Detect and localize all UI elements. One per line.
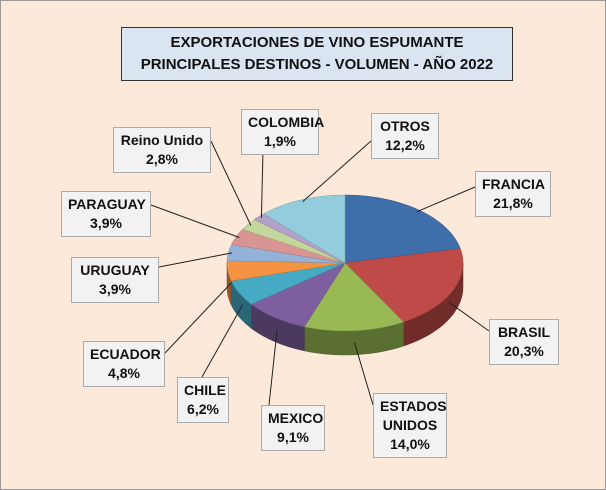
- data-label: CHILE 6,2%: [177, 377, 229, 423]
- leader-line: [354, 342, 374, 406]
- data-label: URUGUAY 3,9%: [71, 257, 159, 303]
- slice: [344, 194, 461, 264]
- data-label: COLOMBIA 1,9%: [241, 109, 325, 155]
- data-label: OTROS 12,2%: [371, 113, 439, 159]
- label-value: 1,9%: [264, 133, 296, 149]
- data-label: PARAGUAY 3,9%: [61, 191, 151, 237]
- label-name: FRANCIA: [482, 176, 545, 192]
- leader-line: [268, 329, 278, 406]
- label-name: ECUADOR: [90, 346, 161, 362]
- data-label: BRASIL 20,3%: [489, 319, 559, 365]
- chart-title: EXPORTACIONES DE VINO ESPUMANTE: [170, 34, 464, 51]
- label-value: 4,8%: [108, 365, 140, 381]
- data-label: ECUADOR 4,8%: [83, 341, 165, 387]
- label-name: Reino Unido: [120, 132, 204, 148]
- label-value: 2,8%: [146, 151, 178, 167]
- data-label: FRANCIA 21,8%: [475, 171, 551, 217]
- label-value: 12,2%: [385, 137, 425, 153]
- leader-line: [416, 186, 476, 213]
- label-name: BRASIL: [497, 324, 551, 340]
- slice: [250, 262, 346, 328]
- label-name: CHILE: [184, 382, 226, 398]
- slice: [226, 260, 346, 282]
- label-value: 6,2%: [187, 401, 219, 417]
- slice: [344, 248, 464, 323]
- slice: [263, 194, 346, 264]
- label-name: PARAGUAY: [68, 196, 146, 212]
- label-value: 21,8%: [493, 195, 533, 211]
- data-label: ESTADOS UNIDOS 14,0%: [373, 393, 447, 458]
- title-box: EXPORTACIONES DE VINO ESPUMANTE PRINCIPA…: [121, 27, 513, 81]
- data-label: MEXICO 9,1%: [261, 405, 325, 451]
- slice: [230, 262, 346, 305]
- leader-line: [150, 204, 240, 238]
- leader-line: [260, 150, 264, 218]
- leader-line: [302, 140, 372, 203]
- slice: [303, 262, 405, 332]
- label-value: 3,9%: [99, 281, 131, 297]
- leader-line: [210, 140, 252, 226]
- data-label: Reino Unido 2,8%: [113, 127, 211, 173]
- label-name: COLOMBIA: [248, 114, 325, 130]
- label-value: 20,3%: [504, 343, 544, 359]
- label-value: 3,9%: [90, 215, 122, 231]
- label-name: ESTADOS UNIDOS: [380, 398, 447, 433]
- leader-line: [164, 282, 232, 354]
- chart-subtitle: PRINCIPALES DESTINOS - VOLUMEN - AÑO 202…: [140, 56, 494, 73]
- leader-line: [449, 302, 490, 332]
- label-name: URUGUAY: [80, 262, 150, 278]
- leader-line: [158, 252, 232, 268]
- label-value: 14,0%: [390, 436, 430, 452]
- label-name: MEXICO: [268, 410, 324, 426]
- label-name: OTROS: [380, 118, 430, 134]
- label-value: 9,1%: [277, 429, 309, 445]
- leader-line: [201, 304, 243, 378]
